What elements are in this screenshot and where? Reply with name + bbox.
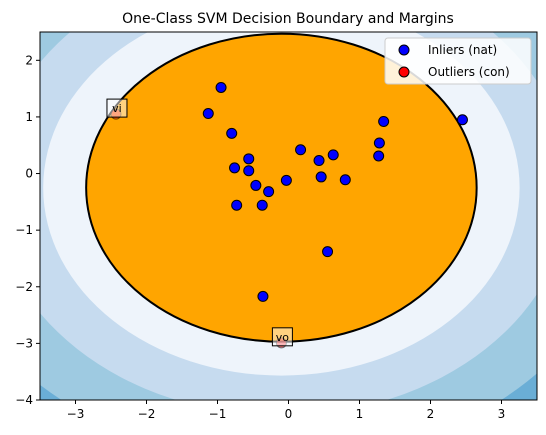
x-tick-label: 0 [285, 407, 293, 421]
inlier-point-13 [327, 149, 339, 161]
inlier-point-7 [231, 199, 243, 211]
legend-marker-0 [398, 44, 410, 56]
x-tick-label: −1 [209, 407, 227, 421]
annotation-label-vi: vi [112, 102, 122, 115]
inlier-point-11 [295, 144, 307, 156]
y-tick-label: 1 [25, 110, 33, 124]
inlier-point-3 [229, 162, 241, 174]
inlier-point-19 [456, 114, 468, 126]
legend-label-0: Inliers (nat) [428, 43, 497, 57]
inlier-point-18 [378, 115, 390, 127]
inlier-point-17 [373, 150, 385, 162]
ticks-layer: −3 −2 −1 0 1 2 3 −4 −3 −2 −1 0 1 2 [15, 53, 505, 421]
annotation-box-vi [106, 98, 128, 118]
chart-title: One-Class SVM Decision Boundary and Marg… [122, 11, 454, 27]
inlier-point-0 [215, 81, 227, 93]
legend-marker-1 [398, 66, 410, 78]
annotation-label-vo: vo [276, 331, 290, 344]
y-tick-label: 2 [25, 53, 33, 67]
legend-label-1: Outliers (con) [428, 65, 510, 79]
annotation-box-vo [271, 327, 293, 347]
inlier-point-15 [339, 174, 351, 186]
inlier-point-9 [263, 186, 275, 198]
inlier-point-6 [250, 179, 262, 191]
inlier-point-8 [256, 199, 268, 211]
y-tick-label: 0 [25, 167, 33, 181]
annotations-layer: vi vo [106, 98, 293, 347]
inlier-point-5 [243, 165, 255, 177]
inlier-point-14 [315, 171, 327, 183]
inlier-point-20 [322, 246, 334, 258]
inlier-point-1 [202, 108, 214, 120]
x-tick-label: −2 [138, 407, 156, 421]
inlier-point-10 [280, 174, 292, 186]
inlier-point-12 [313, 155, 325, 167]
inlier-point-16 [373, 137, 385, 149]
x-tick-label: 1 [356, 407, 364, 421]
inlier-point-21 [257, 290, 269, 302]
legend-box [384, 37, 532, 85]
inlier-point-2 [226, 127, 238, 139]
x-tick-label: 3 [498, 407, 506, 421]
inlier-point-4 [243, 153, 255, 165]
y-tick-label: −4 [15, 393, 33, 407]
y-tick-label: −1 [15, 223, 33, 237]
y-tick-label: −2 [15, 280, 33, 294]
x-tick-label: 2 [427, 407, 435, 421]
y-tick-label: −3 [15, 336, 33, 350]
x-tick-label: −3 [67, 407, 85, 421]
legend: Inliers (nat) Outliers (con) [384, 37, 532, 85]
